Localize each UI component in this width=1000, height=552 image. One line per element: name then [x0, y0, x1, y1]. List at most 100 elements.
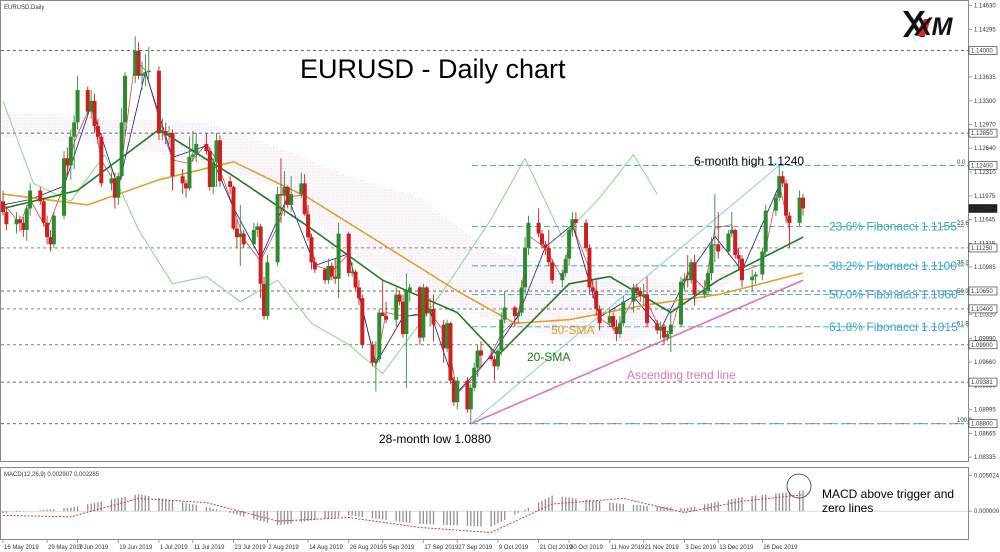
candle — [706, 269, 711, 295]
candle-body — [302, 183, 307, 215]
candle — [421, 283, 426, 342]
candle — [41, 197, 46, 227]
candle-body — [4, 212, 9, 225]
candle-body — [377, 312, 382, 360]
candle — [451, 377, 456, 406]
annotation-trend-line: Ascending trend line — [627, 368, 736, 382]
candle — [160, 118, 165, 141]
candle-body — [641, 294, 646, 297]
annotation-sma20: 20-SMA — [527, 350, 570, 364]
candle-body — [702, 290, 707, 295]
candle-body — [445, 323, 450, 349]
candle-body — [312, 262, 317, 270]
candle — [519, 280, 524, 317]
candle — [763, 204, 768, 256]
candle — [51, 212, 56, 248]
candle-body — [441, 324, 446, 349]
candle-body — [211, 161, 216, 187]
candle — [617, 316, 622, 338]
price-label-box — [968, 128, 998, 138]
candle — [607, 308, 612, 327]
candle — [665, 330, 670, 342]
candle — [787, 212, 792, 248]
candle — [678, 276, 683, 327]
candle-body — [309, 237, 314, 263]
candle-body — [526, 222, 531, 248]
candle — [784, 179, 789, 223]
time-tick-label: 17 Sep 2019 — [424, 545, 459, 551]
candle — [563, 255, 568, 277]
candle-body — [326, 265, 331, 281]
price-panel — [0, 0, 969, 462]
candle — [597, 305, 602, 331]
price-label-box — [968, 304, 998, 314]
symbol-label: EURUSD,Daily — [4, 5, 44, 11]
price-label-text: 1.10650 — [971, 289, 993, 295]
candle-body — [190, 154, 195, 157]
candle-body — [421, 287, 426, 338]
candle-body — [51, 215, 56, 245]
candle — [326, 258, 331, 284]
candle-body — [546, 247, 551, 263]
candle-body — [214, 140, 219, 162]
candle-body — [48, 237, 53, 245]
candle — [539, 230, 544, 248]
candle-body — [712, 244, 717, 246]
candle — [21, 217, 26, 238]
annotation-fib-61.8: 61.8% Fibonacci 1.1015 — [829, 320, 958, 334]
candle-body — [14, 219, 19, 225]
price-tick-label: 1.08995 — [974, 408, 996, 414]
candle-body — [62, 158, 67, 216]
time-tick-label: 21 Oct 2019 — [540, 545, 573, 551]
candle-body — [187, 156, 192, 189]
candle-body — [262, 283, 267, 317]
cloud-area — [3, 111, 742, 342]
macd-tick-label: 0.000000 — [974, 509, 1000, 515]
candle — [353, 269, 358, 291]
candle — [241, 230, 246, 248]
time-tick-label: 9 Oct 2019 — [499, 545, 529, 551]
candle — [492, 355, 497, 381]
candle-body — [726, 233, 731, 252]
candle — [726, 230, 731, 256]
time-tick-label: 23 Jul 2019 — [235, 545, 267, 551]
candle-body — [739, 258, 744, 281]
time-tick-label: 26 Aug 2019 — [350, 545, 384, 551]
annotations: 6-month high 1.1240 28-month low 1.0880 50… — [379, 154, 958, 515]
price-tick-label: 1.14295 — [974, 27, 996, 33]
price-label-text: 1.14000 — [971, 49, 993, 55]
candle — [333, 258, 338, 284]
candle — [475, 344, 480, 378]
candle-body — [72, 122, 77, 137]
candle — [760, 247, 765, 281]
candle-body — [194, 143, 199, 155]
candle-body — [68, 136, 73, 166]
candle-body — [109, 178, 114, 184]
candle — [62, 151, 67, 220]
candle — [614, 319, 619, 342]
candle-body — [645, 294, 650, 324]
candle-body — [668, 324, 673, 335]
candle-body — [634, 287, 639, 291]
candle-body — [448, 323, 453, 381]
candle — [516, 310, 521, 324]
annotation-fib-38.2: 38.2% Fibonacci 1.1100 — [829, 259, 957, 273]
candle-body — [709, 244, 714, 274]
candle-body — [733, 230, 738, 256]
price-axis: 1.146301.142951.139651.136351.133001.129… — [968, 3, 998, 461]
candle-body — [417, 287, 422, 338]
candle-body — [495, 350, 500, 367]
candle-body — [41, 201, 46, 223]
candle-body — [384, 316, 389, 320]
price-tick-label: 1.10320 — [974, 313, 996, 319]
price-tick-label: 1.13635 — [974, 75, 996, 81]
candle — [72, 115, 77, 170]
price-tick-label: 1.12970 — [974, 123, 996, 129]
candle — [668, 312, 673, 352]
candle-body — [217, 140, 222, 182]
time-tick-label: 19 Jun 2019 — [119, 545, 153, 551]
price-label-box — [968, 377, 998, 387]
price-tick-label: 1.09330 — [974, 384, 996, 390]
candle-body — [258, 226, 263, 284]
candle-body — [238, 233, 243, 238]
